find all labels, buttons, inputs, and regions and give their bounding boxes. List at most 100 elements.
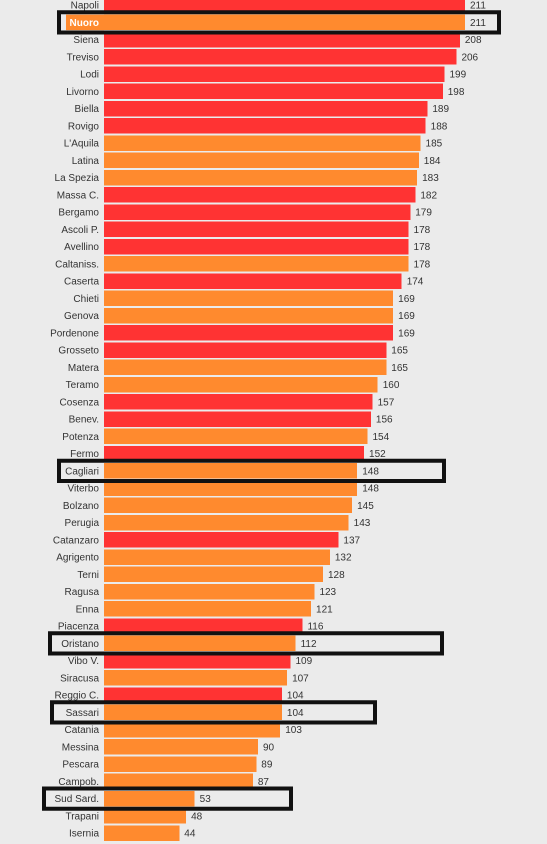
category-label: Ascoli P. <box>61 225 99 236</box>
value-label: 199 <box>449 70 466 81</box>
value-label: 189 <box>432 104 449 115</box>
bar-reggio-c- <box>104 687 282 703</box>
bar-matera <box>104 359 387 376</box>
bar-campob- <box>104 773 253 790</box>
value-label: 103 <box>285 725 302 736</box>
bar-sud-sard- <box>104 790 195 807</box>
value-label: 116 <box>307 622 323 633</box>
category-label: Sassari <box>66 708 99 719</box>
bar-massa-c- <box>104 187 416 203</box>
category-label: Perugia <box>65 518 100 529</box>
value-label: 178 <box>414 225 431 236</box>
category-label: Grosseto <box>58 346 99 357</box>
category-label: Piacenza <box>58 622 100 633</box>
bar-napoli <box>104 0 465 13</box>
category-label: Latina <box>72 156 100 167</box>
bar-biella <box>104 100 428 117</box>
value-label: 132 <box>335 553 352 564</box>
bar-chieti <box>104 290 394 307</box>
value-label: 211 <box>470 1 486 12</box>
category-label: Matera <box>68 363 100 374</box>
value-label: 121 <box>316 604 333 615</box>
value-label: 112 <box>301 639 317 650</box>
bar-latina <box>104 152 419 169</box>
category-label: Genova <box>64 311 99 322</box>
value-label: 90 <box>263 742 275 753</box>
value-label: 109 <box>295 656 312 667</box>
value-label: 48 <box>191 811 203 822</box>
category-label: Messina <box>62 742 100 753</box>
category-label: Caserta <box>64 277 99 288</box>
value-label: 178 <box>414 242 431 253</box>
category-label: Massa C. <box>57 190 99 201</box>
category-label: Campob. <box>58 777 99 788</box>
value-label: 104 <box>287 691 304 702</box>
highlight-box <box>50 700 377 725</box>
value-label: 208 <box>465 35 482 46</box>
bar-teramo <box>104 376 378 393</box>
category-label: Rovigo <box>68 121 100 132</box>
bar-lodi <box>104 66 445 82</box>
value-label: 178 <box>414 259 431 270</box>
value-label: 104 <box>287 708 304 719</box>
category-label: Siena <box>73 35 99 46</box>
value-label: 169 <box>398 311 415 322</box>
bar-viterbo <box>104 480 358 496</box>
value-label: 152 <box>369 449 386 460</box>
bar-potenza <box>104 428 368 445</box>
category-label: Napoli <box>71 1 99 12</box>
bar-oristano <box>104 635 296 652</box>
category-label: Reggio C. <box>55 691 99 702</box>
category-label: Cagliari <box>65 466 99 477</box>
bar-rovigo <box>104 118 426 134</box>
value-label: 211 <box>470 18 486 29</box>
value-label: 123 <box>319 587 336 598</box>
value-label: 184 <box>424 156 441 167</box>
value-label: 169 <box>398 294 415 305</box>
value-label: 128 <box>328 570 345 581</box>
bar-fermo <box>104 445 365 462</box>
value-label: 148 <box>362 484 379 495</box>
value-label: 206 <box>461 52 478 63</box>
value-label: 185 <box>426 139 443 150</box>
category-label: Pescara <box>62 760 99 771</box>
category-label: Bergamo <box>58 208 99 219</box>
bar-terni <box>104 566 323 583</box>
bar-caltaniss- <box>104 256 409 272</box>
category-label: Oristano <box>61 639 99 650</box>
category-label: Siracusa <box>60 673 99 684</box>
category-label: Terni <box>77 570 99 581</box>
category-label: L'Aquila <box>64 139 100 150</box>
category-label: Ragusa <box>65 587 100 598</box>
value-label: 179 <box>415 208 432 219</box>
bar-la-spezia <box>104 169 418 186</box>
bar-perugia <box>104 514 349 531</box>
bar-catanzaro <box>104 532 339 548</box>
category-label: Pordenone <box>50 328 99 339</box>
category-label: Benev. <box>69 415 99 426</box>
bar-trapani <box>104 808 187 824</box>
value-label: 44 <box>184 829 196 840</box>
category-label: Nuoro <box>70 18 99 29</box>
bar-nuoro <box>104 14 465 31</box>
value-label: 188 <box>431 121 448 132</box>
bar-cosenza <box>104 394 373 410</box>
category-label: Isernia <box>69 829 99 840</box>
bar-livorno <box>104 83 443 100</box>
bar-l-aquila <box>104 135 421 151</box>
bar-grosseto <box>104 342 387 358</box>
category-label: Trapani <box>65 811 99 822</box>
value-label: 198 <box>448 87 465 98</box>
bar-vibo-v- <box>104 652 291 669</box>
category-label: Agrigento <box>56 553 99 564</box>
value-label: 165 <box>391 363 408 374</box>
bar-pescara <box>104 756 257 772</box>
bar-siena <box>104 31 460 48</box>
category-label: Avellino <box>64 242 99 253</box>
bar-ascoli-p- <box>104 221 409 238</box>
highlight-label-background <box>66 14 104 31</box>
bar-ragusa <box>104 583 315 600</box>
value-label: 143 <box>354 518 371 529</box>
category-label: Catanzaro <box>53 535 100 546</box>
